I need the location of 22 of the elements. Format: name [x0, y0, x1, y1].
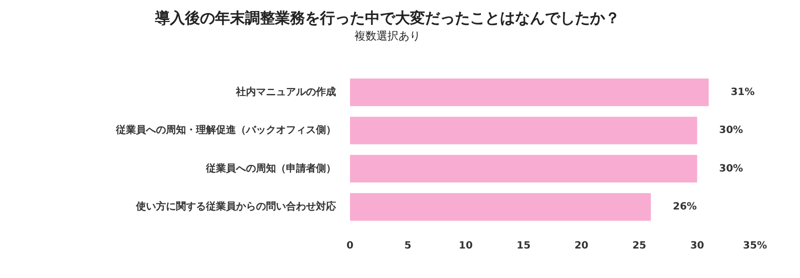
data-label: 31% [730, 86, 755, 98]
bar [350, 193, 651, 221]
x-tick-label: 35% [743, 240, 767, 252]
x-tick-label: 15 [516, 240, 531, 252]
bar [350, 78, 709, 106]
data-label: 26% [672, 201, 697, 212]
chart-title: 導入後の年末調整業務を行った中で大変だったことはなんでしたか？ [154, 8, 620, 27]
x-tick-label: 0 [346, 240, 354, 252]
x-tick-label: 10 [458, 240, 473, 252]
bar [350, 154, 698, 182]
x-tick-label: 20 [574, 240, 588, 252]
chart-subtitle: 複数選択あり [354, 29, 420, 42]
y-tick-label: 社内マニュアルの作成 [235, 86, 336, 98]
x-tick-label: 5 [404, 240, 412, 252]
y-tick-label: 従業員への周知（申請者側） [205, 162, 336, 174]
x-tick-label: 25 [632, 240, 646, 252]
bar [350, 116, 698, 144]
y-tick-label: 使い方に関する従業員からの問い合わせ対応 [135, 200, 337, 212]
y-tick-label: 従業員への周知・理解促進（バックオフィス側） [115, 124, 336, 136]
data-label: 30% [719, 125, 744, 136]
data-label: 30% [719, 163, 744, 174]
x-tick-label: 30 [690, 240, 704, 252]
